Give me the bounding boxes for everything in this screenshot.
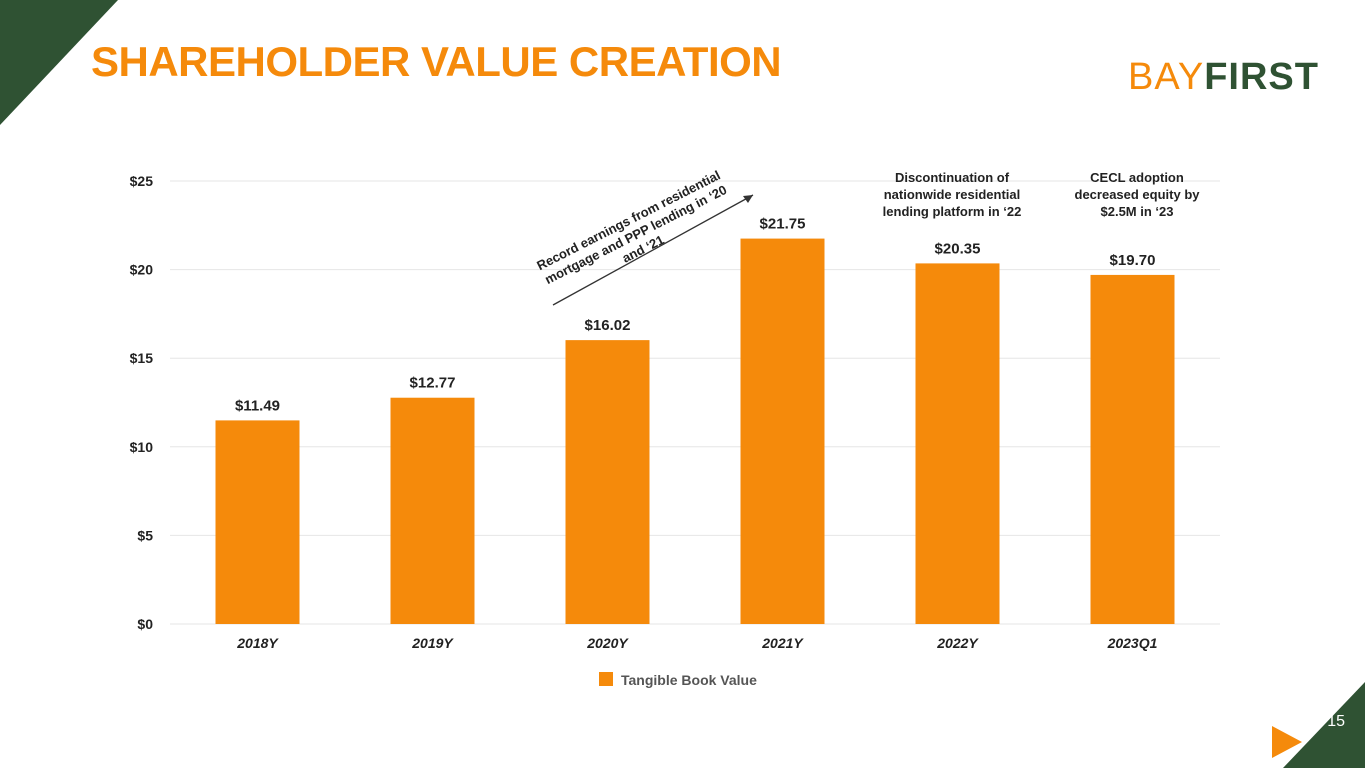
data-label: $11.49 (235, 397, 280, 414)
y-tick-label: $15 (130, 350, 154, 366)
logo-part-first: FIRST (1204, 56, 1319, 98)
x-tick-label: 2021Y (761, 635, 804, 651)
data-label: $20.35 (935, 240, 981, 257)
discontinuation-annotation: Discontinuation of nationwide residentia… (882, 170, 1022, 219)
bar (565, 340, 650, 624)
y-tick-label: $5 (137, 527, 153, 543)
x-tick-label: 2022Y (936, 635, 979, 651)
bar (390, 397, 475, 624)
page-number: 15 (1327, 713, 1345, 730)
x-tick-label: 2018Y (236, 635, 279, 651)
y-tick-label: $0 (137, 616, 153, 632)
page-title: SHAREHOLDER VALUE CREATION (91, 38, 782, 85)
legend-swatch (599, 672, 613, 686)
bayfirst-logo: BAYFIRST (1128, 58, 1319, 96)
corner-decoration-top-left (0, 0, 118, 125)
x-tick-label: 2023Q1 (1107, 635, 1158, 651)
data-label: $19.70 (1110, 252, 1156, 269)
bar (740, 238, 825, 624)
data-label: $12.77 (410, 375, 456, 392)
data-label: $21.75 (760, 216, 806, 233)
x-tick-label: 2019Y (411, 635, 454, 651)
y-tick-label: $10 (130, 439, 154, 455)
cecl-annotation: CECL adoption decreased equity by $2.5M … (1074, 170, 1200, 219)
trend-arrowhead (743, 195, 753, 203)
x-tick-label: 2020Y (586, 635, 629, 651)
data-label: $16.02 (585, 317, 631, 334)
trend-arrow-line (552, 194, 754, 306)
bar (915, 263, 1000, 624)
bar (1090, 274, 1175, 624)
logo-part-bay: BAY (1128, 56, 1205, 98)
legend-label: Tangible Book Value (621, 672, 757, 688)
bar (215, 420, 300, 624)
y-tick-label: $20 (130, 262, 154, 278)
y-tick-label: $25 (130, 173, 154, 189)
next-arrow-icon (1272, 726, 1302, 758)
